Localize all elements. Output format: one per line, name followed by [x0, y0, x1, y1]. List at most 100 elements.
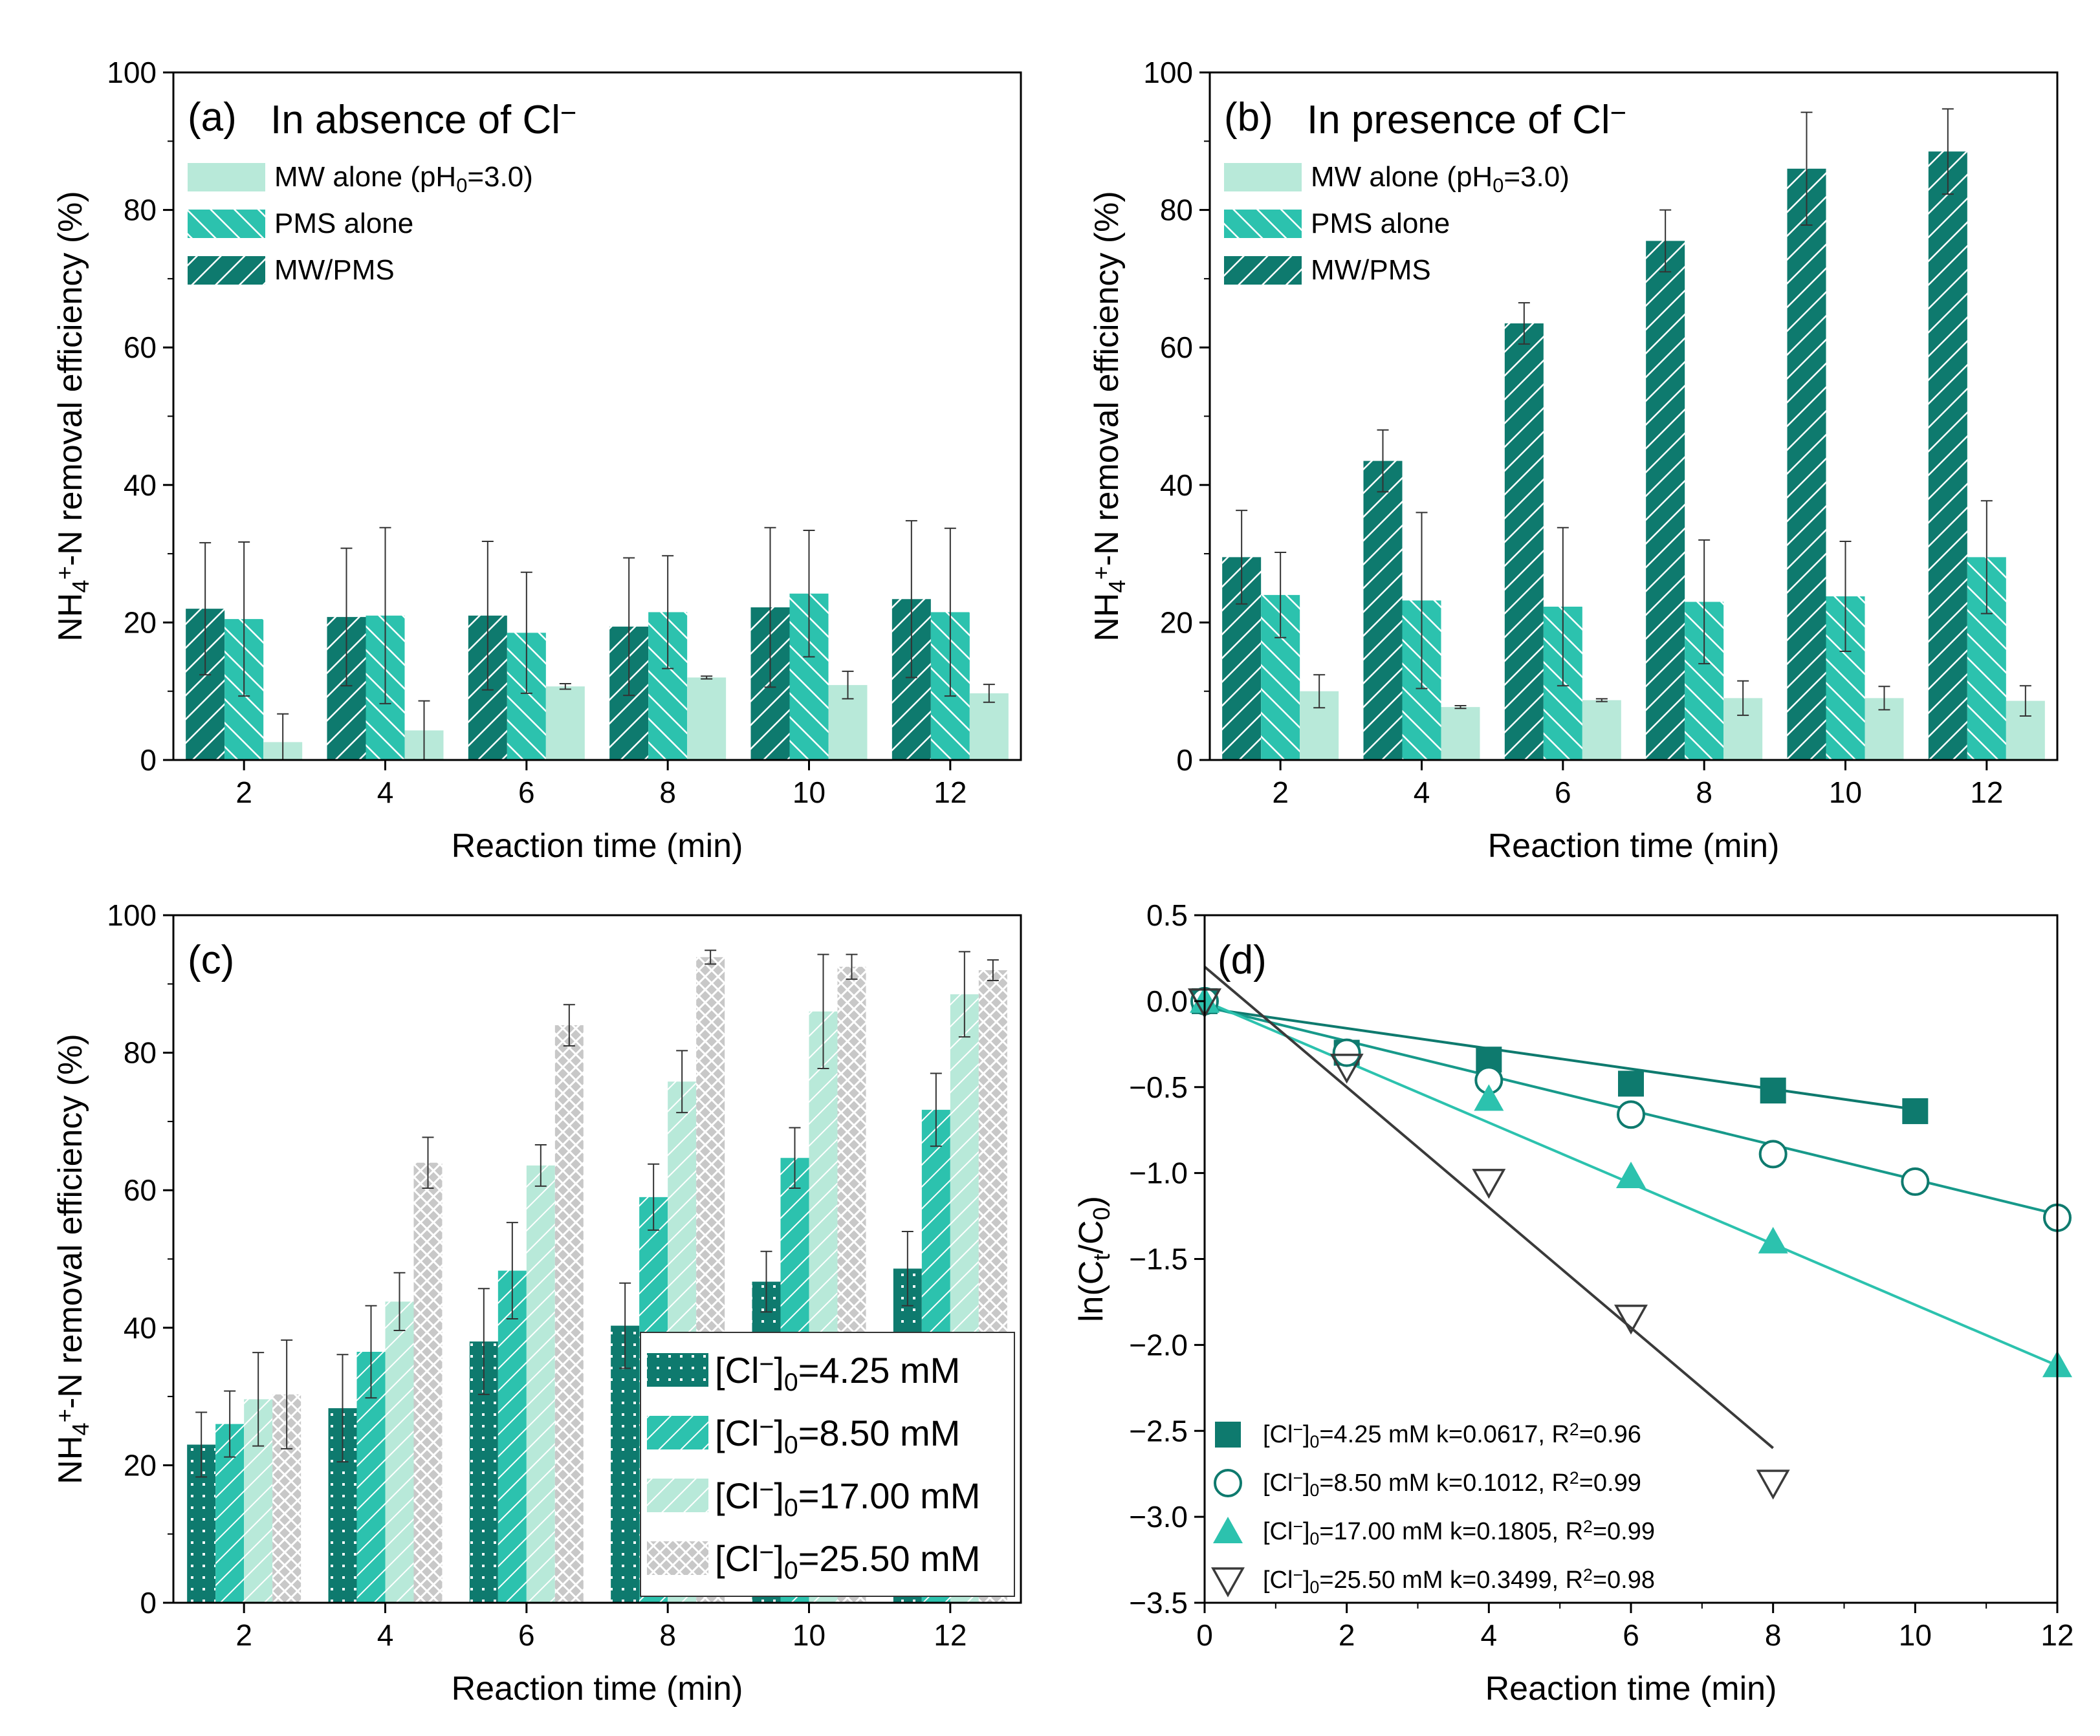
- ytick-label-d-−2.0: −2.0: [1129, 1328, 1188, 1362]
- panel-a: 2 4 6 8 10 12 MW alone (pH0=3.0) PMS alone MW/PM…: [51, 56, 1022, 865]
- ytick-label-a-80: 80: [124, 193, 157, 227]
- ytick-label-c-20: 20: [124, 1448, 157, 1482]
- bar-b-s0-c4: [1363, 461, 1403, 760]
- legend-marker-d-0: [1215, 1422, 1241, 1448]
- legend-marker-d-3: [1211, 1567, 1245, 1598]
- point-d-s2-x8: [1758, 1226, 1788, 1253]
- ytick-label-a-60: 60: [124, 331, 157, 364]
- point-d-s2-x6: [1616, 1161, 1646, 1188]
- legend-swatch-c-1: [647, 1416, 708, 1449]
- bar-c-s1-c6: [498, 1270, 527, 1603]
- panel-title-a: In absence of Cl−: [270, 98, 576, 142]
- point-d-s3-x6: [1614, 1305, 1648, 1335]
- panel-label-d: (d): [1218, 938, 1267, 982]
- ytick-label-a-40: 40: [124, 468, 157, 502]
- ytick-label-b-40: 40: [1160, 468, 1193, 502]
- xtick-label-d-12: 12: [2040, 1618, 2073, 1652]
- legend-label-d-1: [Cl−]0=8.50 mM k=0.1012, R2=0.99: [1263, 1468, 1641, 1500]
- panel-b: 2 4 6 8 10 12 MW alone (pH0=3.0) PMS alone MW/PM…: [1088, 56, 2059, 865]
- xtick-label-a-12: 12: [934, 776, 967, 809]
- legend-label-d-0: [Cl−]0=4.25 mM k=0.0617, R2=0.96: [1263, 1420, 1641, 1451]
- xtick-label-d-6: 6: [1623, 1618, 1639, 1652]
- legend-swatch-c-0: [647, 1353, 708, 1387]
- bar-c-s0-c8: [611, 1325, 640, 1603]
- xtick-label-d-10: 10: [1899, 1618, 1932, 1652]
- ytick-label-d-0.0: 0.0: [1146, 984, 1188, 1018]
- legend-swatch-c-3: [647, 1541, 708, 1575]
- point-d-s0-x8: [1760, 1078, 1786, 1104]
- xtick-label-a-8: 8: [659, 776, 676, 809]
- xtick-label-c-2: 2: [235, 1618, 252, 1652]
- fit-line-d-s3: [1203, 966, 1774, 1449]
- legend-label-a-0: MW alone (pH0=3.0): [274, 161, 533, 197]
- xtick-label-d-2: 2: [1339, 1618, 1355, 1652]
- ytick-label-b-20: 20: [1160, 605, 1193, 639]
- panel-label-a: (a): [188, 95, 237, 140]
- ytick-label-d-0.5: 0.5: [1146, 898, 1188, 932]
- point-d-s3-x4: [1472, 1169, 1506, 1199]
- legend-label-c-3: [Cl−]0=25.50 mM: [715, 1538, 980, 1585]
- point-d-s1-x2: [1332, 1038, 1361, 1067]
- point-d-s2-x4: [1474, 1084, 1504, 1111]
- ytick-label-b-0: 0: [1176, 743, 1193, 777]
- xtick-label-c-12: 12: [934, 1618, 967, 1652]
- bar-b-s2-c4: [1441, 707, 1480, 760]
- legend-label-b-0: MW alone (pH0=3.0): [1311, 161, 1570, 197]
- xtick-label-c-10: 10: [793, 1618, 826, 1652]
- ytick-label-c-60: 60: [124, 1173, 157, 1207]
- ytick-label-b-80: 80: [1160, 193, 1193, 227]
- panel-title-b: In presence of Cl−: [1307, 98, 1626, 142]
- xtick-label-d-0: 0: [1196, 1618, 1213, 1652]
- legend-label-d-2: [Cl−]0=17.00 mM k=0.1805, R2=0.99: [1263, 1517, 1655, 1548]
- bar-b-s2-c6: [1582, 700, 1621, 760]
- point-d-s3-x2: [1329, 1054, 1364, 1084]
- ytick-label-b-100: 100: [1143, 56, 1193, 89]
- bar-c-s3-c6: [554, 1025, 584, 1603]
- x-axis-title-a: Reaction time (min): [452, 827, 743, 865]
- xtick-label-b-8: 8: [1696, 776, 1712, 809]
- y-axis-title-c: NH4+-N removal efficiency (%): [51, 1034, 94, 1484]
- ytick-label-d-−0.5: −0.5: [1129, 1070, 1188, 1104]
- bar-b-s0-c10: [1787, 168, 1826, 760]
- ytick-label-d-−3.5: −3.5: [1129, 1586, 1188, 1620]
- point-d-s1-x8: [1758, 1140, 1788, 1169]
- x-axis-title-d: Reaction time (min): [1485, 1670, 1777, 1708]
- legend-swatch-c-2: [647, 1479, 708, 1512]
- legend-swatch-a-2: [188, 256, 265, 285]
- plot-frame-d: [1203, 914, 2059, 1604]
- bar-b-s0-c12: [1928, 151, 1967, 760]
- y-axis-title-d: ln(Ct/C0): [1073, 1196, 1115, 1322]
- panel-d: 0 2 4 6 8 10 12 0.5 0.0 −0.5 −1.0 −1.5 −2.0 −2.5 −3.0 −…: [1073, 898, 2074, 1708]
- bar-c-s2-c6: [526, 1165, 555, 1603]
- legend-swatch-b-0: [1224, 163, 1302, 191]
- y-axis-title-b: NH4+-N removal efficiency (%): [1088, 191, 1130, 641]
- legend-label-b-2: MW/PMS: [1311, 254, 1431, 286]
- bar-c-s2-c4: [385, 1301, 414, 1603]
- legend-panel-c: [Cl−]0=4.25 mM [Cl−]0=8.50 mM [Cl−]0=17.00…: [640, 1332, 1015, 1597]
- legend-label-a-1: PMS alone: [274, 208, 413, 239]
- bar-a-s2-c6: [545, 686, 585, 760]
- ytick-label-a-100: 100: [107, 56, 157, 89]
- legend-label-c-0: [Cl−]0=4.25 mM: [715, 1350, 960, 1396]
- legend-marker-d-1: [1214, 1469, 1242, 1497]
- ytick-label-a-0: 0: [140, 743, 157, 777]
- ytick-label-a-20: 20: [124, 605, 157, 639]
- panel-label-b: (b): [1224, 95, 1273, 140]
- xtick-label-b-6: 6: [1555, 776, 1571, 809]
- point-d-s0-x6: [1618, 1070, 1644, 1097]
- ytick-label-d-−2.5: −2.5: [1129, 1414, 1188, 1448]
- ytick-label-d-−1.5: −1.5: [1129, 1242, 1188, 1276]
- xtick-label-d-8: 8: [1765, 1618, 1782, 1652]
- legend-label-d-3: [Cl−]0=25.50 mM k=0.3499, R2=0.98: [1263, 1565, 1655, 1597]
- xtick-label-d-4: 4: [1481, 1618, 1498, 1652]
- y-axis-title-a: NH4+-N removal efficiency (%): [51, 191, 94, 641]
- ytick-label-c-80: 80: [124, 1036, 157, 1070]
- xtick-label-a-4: 4: [377, 776, 394, 809]
- x-axis-title-b: Reaction time (min): [1488, 827, 1780, 865]
- bar-b-s0-c6: [1504, 323, 1544, 760]
- ytick-label-b-60: 60: [1160, 331, 1193, 364]
- legend-swatch-a-1: [188, 210, 265, 238]
- legend-swatch-a-0: [188, 163, 265, 191]
- legend-label-a-2: MW/PMS: [274, 254, 395, 286]
